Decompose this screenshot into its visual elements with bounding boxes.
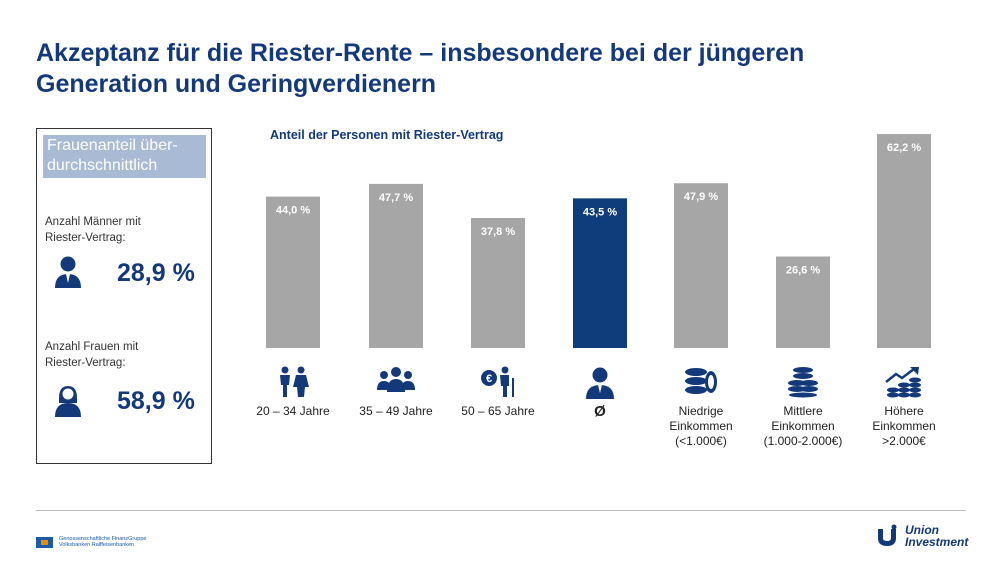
category-label-line: Ø: [594, 403, 606, 420]
finanzgruppe-logo-line-1: Genossenschaftliche FinanzGruppe: [59, 536, 147, 542]
category-label-7: Höhere Einkommen >2.000€: [849, 404, 959, 449]
title-line-2: Generation und Geringverdienern: [36, 70, 437, 98]
finanzgruppe-logo: Genossenschaftliche FinanzGruppe Volksba…: [36, 536, 146, 548]
man-icon: [55, 256, 81, 288]
info-box-header: Frauenanteil über-durchschnittlich: [43, 135, 206, 178]
category-label-line: Einkommen: [872, 419, 936, 433]
category-label-line: Mittlere: [783, 404, 823, 418]
category-label-1: 20 – 34 Jahre: [238, 404, 348, 419]
bar-value-label-4: 43,5 %: [583, 206, 617, 218]
vr-logo-icon: [36, 536, 53, 548]
bar-7: [877, 134, 931, 348]
category-label-line: 20 – 34 Jahre: [256, 404, 330, 418]
category-label-3: 50 – 65 Jahre: [443, 404, 553, 419]
union-logo-icon: [878, 524, 897, 546]
category-label-line: (<1.000€): [675, 434, 727, 448]
men-value: 28,9 %: [117, 259, 195, 287]
bar-5: [674, 183, 728, 348]
union-logo-line-2: Investment: [905, 535, 969, 549]
page-title: Akzeptanz für die Riester-Rente – insbes…: [36, 38, 936, 100]
bar-2: [369, 183, 423, 348]
men-label-line-1: Anzahl Männer mit: [45, 216, 141, 228]
coins-growth-icon: [884, 366, 924, 405]
union-logo-text: Union Investment: [905, 524, 968, 548]
women-value: 58,9 %: [117, 387, 195, 415]
bar-3: [471, 217, 525, 348]
info-box: Frauenanteil über-durchschnittlich Anzah…: [36, 128, 212, 464]
seniors-icon: €: [480, 366, 516, 403]
category-label-5: Niedrige Einkommen (<1.000€): [646, 404, 756, 449]
title-line-1: Akzeptanz für die Riester-Rente – insbes…: [36, 39, 805, 67]
person-icon: [584, 366, 616, 405]
bar-value-label-3: 37,8 %: [481, 226, 515, 238]
union-logo-line-1: Union: [905, 523, 939, 537]
category-label-6: Mittlere Einkommen (1.000-2.000€): [748, 404, 858, 449]
women-label-line-2: Riester-Vertrag:: [45, 357, 126, 369]
coins-stack-icon: [787, 366, 819, 403]
men-label: Anzahl Männer mit Riester-Vertrag:: [45, 214, 141, 246]
category-label-2: 35 – 49 Jahre: [341, 404, 451, 419]
bar-value-label-5: 47,9 %: [684, 191, 718, 203]
category-label-line: Einkommen: [669, 419, 733, 433]
bar-value-label-6: 26,6 %: [786, 264, 820, 276]
couple-icon: [275, 366, 311, 403]
category-label-line: Einkommen: [771, 419, 835, 433]
bar-value-label-1: 44,0 %: [276, 205, 310, 217]
bar-chart: 44,0 % 47,7 % 37,8 % 43,5 % 47,9 % 26,6 % 62,2…: [266, 134, 931, 348]
category-label-line: 35 – 49 Jahre: [359, 404, 433, 418]
category-label-line: Höhere: [884, 404, 924, 418]
finanzgruppe-logo-text: Genossenschaftliche FinanzGruppe Volksba…: [59, 536, 146, 548]
union-investment-logo: Union Investment: [875, 524, 968, 548]
category-label-line: (1.000-2.000€): [763, 434, 843, 448]
group-icon: [376, 366, 416, 399]
women-label-line-1: Anzahl Frauen mit: [45, 341, 139, 353]
bar-4: [573, 198, 627, 348]
category-label-4: Ø: [545, 404, 655, 419]
footer-divider: [36, 510, 966, 511]
bar-value-label-7: 62,2 %: [887, 142, 921, 154]
category-label-line: 50 – 65 Jahre: [461, 404, 535, 418]
finanzgruppe-logo-line-2: Volksbanken Raiffeisenbanken: [59, 542, 135, 548]
women-label: Anzahl Frauen mit Riester-Vertrag:: [45, 339, 138, 371]
chart-title: Anteil der Personen mit Riester-Vertrag: [270, 128, 504, 142]
svg-text:€: €: [486, 373, 492, 385]
bar-1: [266, 196, 320, 348]
woman-icon: [55, 386, 81, 417]
coins-few-icon: [683, 366, 719, 401]
men-label-line-2: Riester-Vertrag:: [45, 232, 126, 244]
bar-6: [776, 256, 830, 348]
bar-value-label-2: 47,7 %: [379, 192, 413, 204]
category-label-line: Niedrige: [678, 404, 724, 418]
category-label-line: >2.000€: [882, 434, 926, 448]
